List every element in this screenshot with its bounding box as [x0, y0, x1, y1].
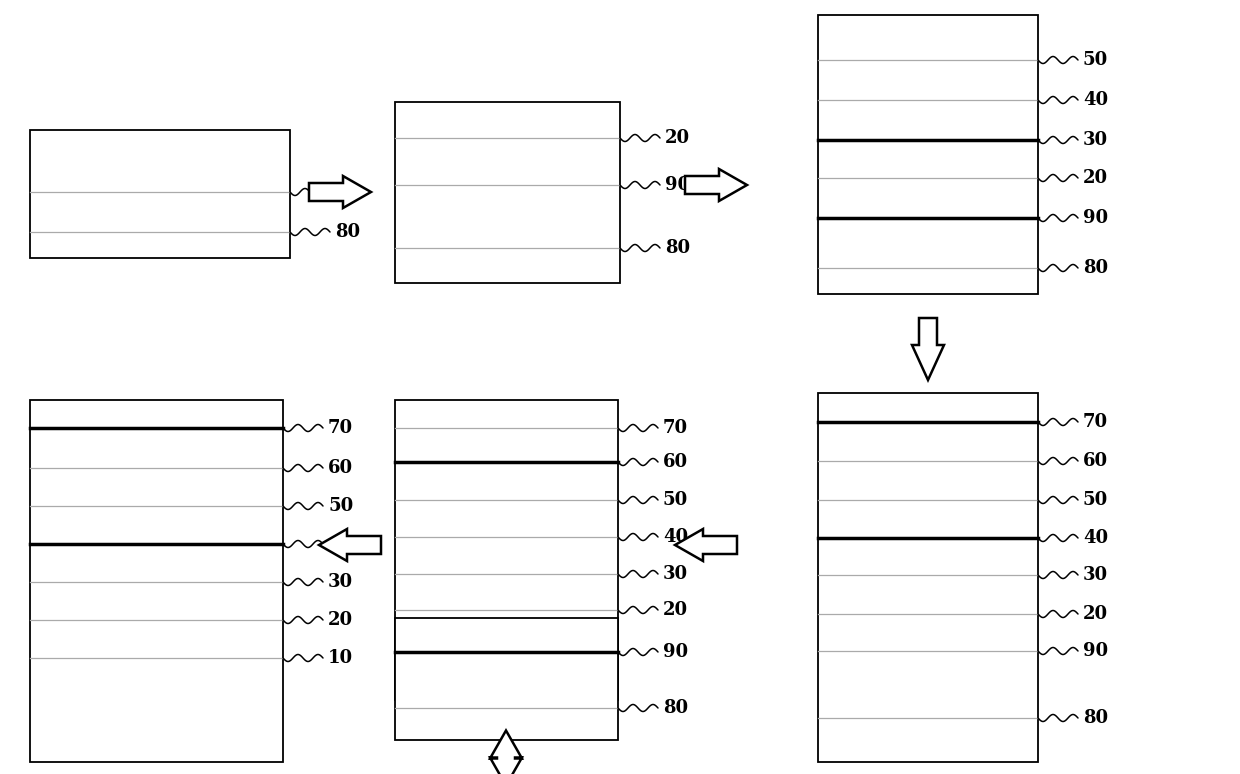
Bar	[396, 102, 620, 283]
Text: 20: 20	[663, 601, 688, 619]
Text: 90: 90	[665, 176, 691, 194]
Text: 30: 30	[663, 565, 688, 583]
Polygon shape	[319, 529, 381, 561]
Text: 60: 60	[1083, 452, 1109, 470]
Text: 70: 70	[1083, 413, 1109, 431]
Polygon shape	[684, 169, 746, 201]
Text: 80: 80	[1083, 259, 1109, 277]
Bar	[30, 400, 283, 762]
Bar	[818, 15, 1038, 294]
Text: 20: 20	[329, 611, 353, 629]
Text: 40: 40	[663, 528, 688, 546]
Text: 10: 10	[329, 649, 353, 667]
Text: 80: 80	[335, 223, 360, 241]
Text: 40: 40	[1083, 529, 1109, 547]
Bar	[818, 393, 1038, 762]
Text: 80: 80	[1083, 709, 1109, 727]
Text: 50: 50	[1083, 51, 1109, 69]
Polygon shape	[911, 318, 944, 380]
Text: 90: 90	[1083, 209, 1109, 227]
Text: 30: 30	[1083, 131, 1109, 149]
Text: 20: 20	[1083, 605, 1109, 623]
Text: 80: 80	[663, 699, 688, 717]
Text: 90: 90	[335, 183, 360, 201]
Text: 50: 50	[1083, 491, 1109, 509]
Text: 80: 80	[665, 239, 691, 257]
Text: 20: 20	[665, 129, 691, 147]
Text: 40: 40	[329, 535, 353, 553]
Text: 90: 90	[663, 643, 688, 661]
Bar	[30, 130, 290, 258]
Text: 20: 20	[1083, 169, 1109, 187]
Text: 60: 60	[329, 459, 353, 477]
Text: 30: 30	[1083, 566, 1109, 584]
Text: 60: 60	[663, 453, 688, 471]
Polygon shape	[309, 176, 371, 208]
Text: 90: 90	[1083, 642, 1109, 660]
Polygon shape	[490, 731, 522, 774]
Text: 50: 50	[663, 491, 688, 509]
Text: 70: 70	[663, 419, 688, 437]
Bar	[396, 400, 618, 700]
Text: 50: 50	[329, 497, 353, 515]
Text: 70: 70	[329, 419, 353, 437]
Text: 30: 30	[329, 573, 353, 591]
Text: 40: 40	[1083, 91, 1109, 109]
Bar	[396, 618, 618, 740]
Polygon shape	[675, 529, 737, 561]
